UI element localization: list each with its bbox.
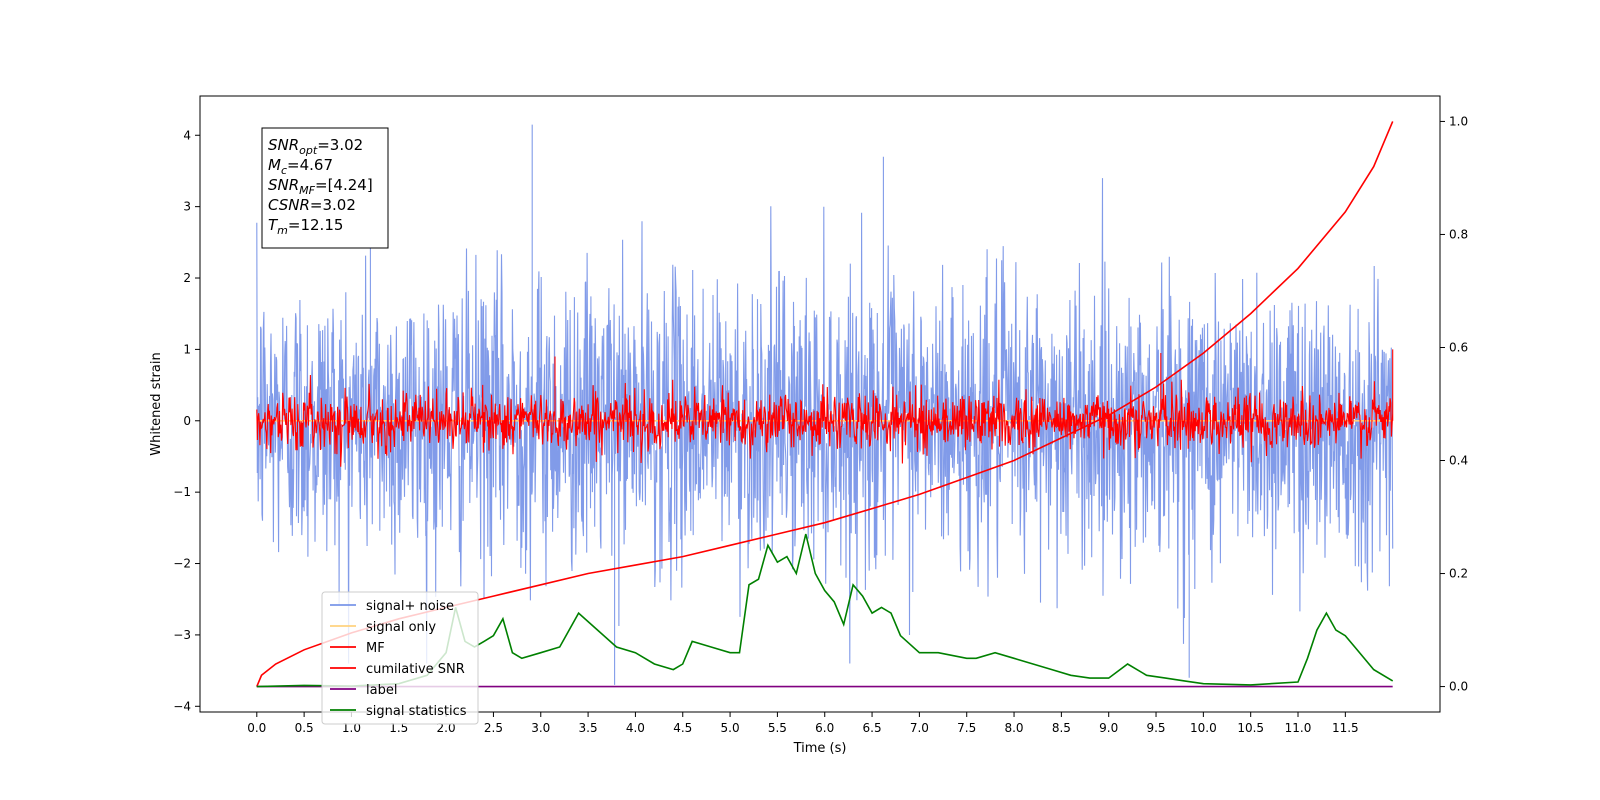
series-mf [256,349,1394,467]
x-tick-label: 10.0 [1190,721,1217,735]
x-tick-label: 6.0 [815,721,834,735]
annotation-line: SNRopt=3.02 [268,136,363,157]
x-tick-label: 5.0 [721,721,740,735]
annotation-line: Mc=4.67 [268,156,333,177]
x-tick-label: 9.5 [1146,721,1165,735]
y2-tick-label: 0.0 [1449,680,1468,694]
x-tick-label: 0.5 [295,721,314,735]
y-tick-label: 2 [183,271,191,285]
legend-entry: cumilative SNR [366,662,465,677]
annotation-line: SNRMF=[4.24] [268,176,373,197]
x-tick-label: 0.0 [247,721,266,735]
legend-entry: MF [366,641,385,656]
x-tick-label: 11.5 [1332,721,1359,735]
legend: signal+ noise signal only MF cumilative SNR… [321,591,479,725]
y-tick-label: −4 [173,699,191,713]
axes-frame [199,95,1441,713]
y-tick-label: −1 [173,485,191,499]
y-tick-label: −3 [173,628,191,642]
annotation-line: CSNR=3.02 [268,196,356,214]
y2-tick-label: 0.2 [1449,567,1468,581]
x-tick-label: 8.5 [1052,721,1071,735]
y-tick-label: −2 [173,557,191,571]
y2-tick-label: 0.6 [1449,340,1468,354]
x-tick-label: 3.5 [579,721,598,735]
x-tick-label: 8.0 [1004,721,1023,735]
x-tick-label: 2.5 [484,721,503,735]
legend-entry: signal+ noise [366,599,454,614]
axes: 0.0 0.5 1.0 1.5 2.0 2.5 3.0 3.5 4.0 4.5 5.0 5.5 6.0 6… [173,114,1468,735]
x-tick-label: 9.0 [1099,721,1118,735]
x-tick-label: 4.0 [626,721,645,735]
x-tick-label: 7.0 [910,721,929,735]
x-axis-label: Time (s) [793,741,847,756]
x-tick-label: 7.5 [957,721,976,735]
x-tick-label: 10.5 [1237,721,1264,735]
x-tick-label: 6.5 [863,721,882,735]
y-tick-label: 0 [183,414,191,428]
legend-entry: signal only [366,620,436,635]
series-signal-noise [256,124,1394,685]
y2-tick-label: 1.0 [1449,114,1468,128]
series-signal-statistics [256,533,1394,688]
annotation-line: Tm=12.15 [268,216,343,237]
x-tick-label: 3.0 [531,721,550,735]
x-tick-label: 11.0 [1285,721,1312,735]
y2-tick-label: 0.8 [1449,227,1468,241]
legend-entry: label [366,683,397,698]
annotation-frame [261,127,389,249]
y-tick-label: 1 [183,342,191,356]
y-tick-label: 3 [183,200,191,214]
y-axis-label: Whitened strain [149,352,164,455]
x-tick-label: 5.5 [768,721,787,735]
y-tick-label: 4 [183,128,191,142]
legend-entry: signal statistics [366,704,467,719]
legend-frame [321,591,479,725]
x-tick-label: 4.5 [673,721,692,735]
y2-tick-label: 0.4 [1449,454,1468,468]
